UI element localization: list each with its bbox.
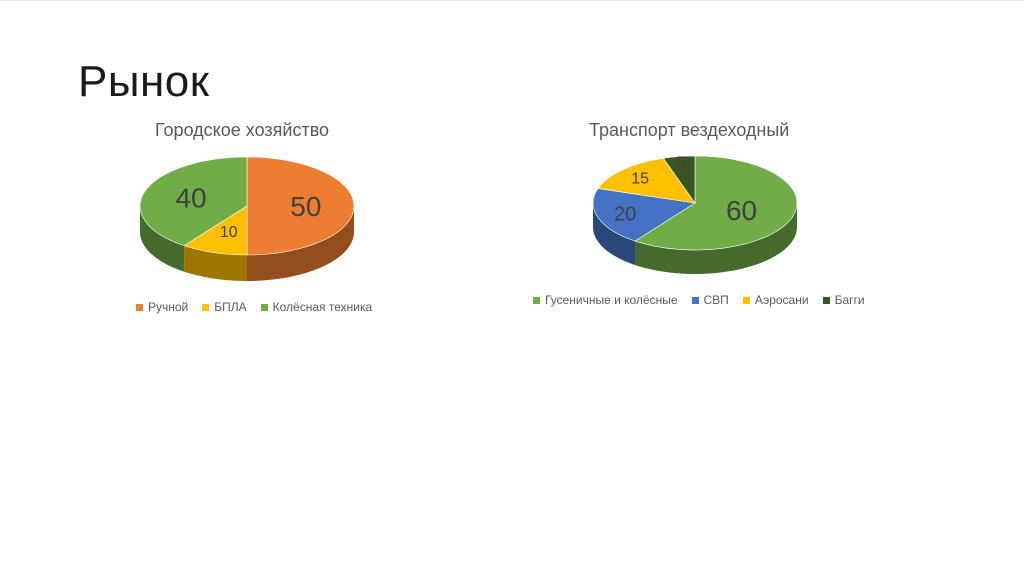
urban-data-label-0: 50	[290, 191, 321, 222]
legend-swatch-uav	[202, 303, 210, 311]
transport-slice-1	[592, 188, 696, 242]
legend-swatch-aerosled	[742, 296, 750, 304]
legend-swatch-tracked	[533, 296, 540, 304]
chart-title-urban: Городское хозяйство	[155, 120, 330, 140]
legend-label: Багги	[834, 293, 865, 307]
legend-label: Аэросани	[754, 293, 809, 307]
transport-data-label-0: 60	[726, 195, 757, 226]
legend-label: Гусеничные и колёсные	[545, 293, 678, 307]
transport-data-label-1: 20	[614, 203, 636, 225]
legend-item: БПЛА	[202, 300, 247, 314]
transport-slice-3	[662, 155, 696, 204]
legend-swatch-buggy	[822, 296, 830, 304]
urban-slice-2	[139, 156, 248, 246]
legend-swatch-hovercraft	[691, 296, 699, 304]
legend-item: СВП	[691, 293, 729, 307]
transport-slice-side-0	[635, 203, 797, 274]
transport-slice-0	[634, 155, 798, 251]
legend-item: Багги	[822, 293, 865, 307]
urban-slice-side-2	[140, 206, 185, 272]
chart-title-transport: Транспорт вездеходный	[589, 120, 790, 140]
transport-data-label-3: 5	[676, 153, 686, 173]
urban-data-label-1: 10	[220, 224, 238, 241]
legend-item: Гусеничные и колёсные	[533, 293, 678, 307]
legend-item: Колёсная техника	[260, 300, 373, 314]
slide-title: Рынок	[78, 57, 210, 106]
legend-label: СВП	[703, 293, 729, 307]
transport-data-label-2: 15	[631, 170, 649, 187]
legend-item: Ручной	[136, 300, 188, 314]
legend-label: Ручной	[148, 300, 189, 314]
legend-label: БПЛА	[214, 300, 247, 314]
transport-slice-2	[597, 157, 696, 204]
legend-label: Колёсная техника	[272, 300, 373, 314]
legend-transport: Гусеничные и колёсные СВП Аэросани Багги	[533, 293, 879, 307]
legend-urban: Ручной БПЛА Колёсная техника	[136, 300, 386, 314]
urban-data-label-2: 40	[175, 182, 206, 213]
urban-slice-side-0	[247, 206, 354, 281]
transport-slice-side-1	[593, 203, 636, 266]
legend-item: Аэросани	[742, 293, 809, 307]
legend-swatch-wheeled	[260, 303, 268, 311]
urban-slice-0	[246, 156, 355, 256]
legend-swatch-manual	[136, 303, 143, 311]
